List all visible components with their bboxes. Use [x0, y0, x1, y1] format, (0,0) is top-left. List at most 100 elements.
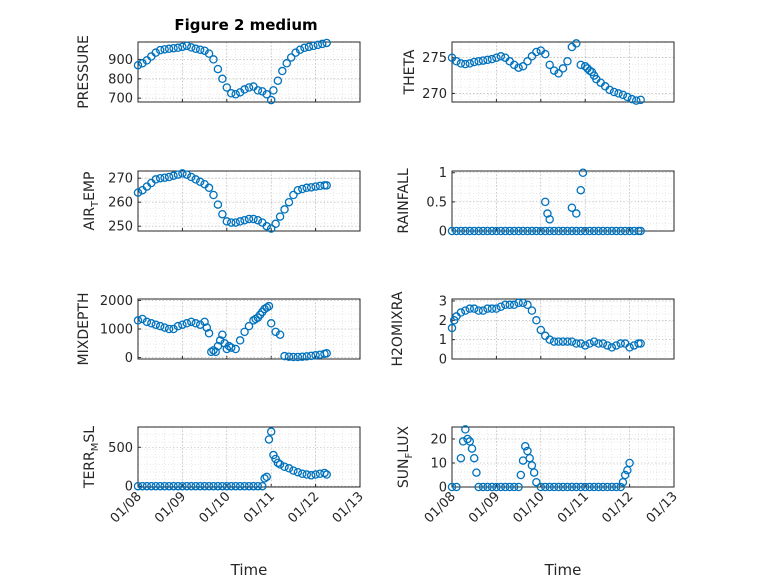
- data-point: [302, 470, 311, 479]
- data-point: [509, 300, 519, 310]
- data-point: [518, 298, 528, 308]
- y-axis-label: AIRTEMP: [82, 172, 101, 231]
- data-point: [545, 60, 554, 70]
- data-point: [155, 321, 165, 331]
- data-point: [195, 45, 205, 54]
- data-point: [249, 316, 258, 325]
- data-point: [289, 190, 298, 200]
- data-point: [572, 482, 581, 492]
- data-point: [469, 57, 479, 67]
- data-point: [567, 337, 577, 346]
- x-axis-label: Time: [544, 561, 582, 579]
- axes-frame: [451, 298, 675, 360]
- data-point: [523, 57, 532, 66]
- data-point: [447, 323, 457, 333]
- data-point: [322, 470, 331, 479]
- data-point: [306, 351, 316, 361]
- data-point: [505, 300, 514, 310]
- x-tick-label: 01/09: [466, 489, 503, 526]
- data-point: [286, 53, 296, 62]
- data-point: [295, 45, 305, 54]
- data-point: [589, 482, 599, 492]
- data-point: [545, 226, 554, 236]
- data-point: [578, 168, 588, 177]
- axes-frame: [137, 298, 361, 360]
- data-point: [133, 60, 143, 70]
- data-point: [231, 90, 240, 99]
- data-point: [249, 214, 258, 224]
- data-point: [567, 203, 577, 212]
- data-point: [280, 462, 289, 471]
- data-point: [527, 52, 537, 61]
- data-point: [275, 212, 285, 221]
- data-point: [211, 347, 220, 357]
- data-point: [625, 343, 634, 352]
- data-point: [204, 49, 214, 58]
- data-point: [576, 482, 586, 492]
- data-point: [492, 226, 501, 236]
- y-tick-label: 275: [422, 51, 447, 66]
- data-point: [226, 343, 236, 352]
- data-point: [322, 349, 331, 358]
- data-point: [452, 226, 461, 236]
- data-point: [580, 62, 590, 71]
- data-point: [244, 83, 254, 92]
- y-tick-label: 0: [125, 351, 133, 366]
- data-point: [195, 177, 205, 187]
- data-point: [616, 226, 625, 236]
- data-point: [191, 319, 200, 328]
- data-point: [209, 481, 218, 491]
- data-point: [226, 89, 236, 98]
- data-point: [518, 226, 528, 236]
- data-point: [231, 481, 240, 491]
- data-point: [492, 482, 501, 492]
- data-point: [187, 317, 196, 327]
- data-point: [173, 170, 183, 179]
- data-point: [461, 306, 470, 315]
- y-tick-label: 1: [439, 333, 447, 348]
- data-point: [289, 352, 298, 362]
- data-point: [576, 339, 586, 348]
- y-tick-label: 3: [439, 294, 447, 309]
- x-tick-label: 01/13: [644, 489, 681, 526]
- data-point: [191, 481, 200, 491]
- data-point: [456, 453, 466, 463]
- data-point: [204, 183, 214, 193]
- data-point: [213, 64, 223, 74]
- data-point: [266, 95, 276, 105]
- data-point: [202, 323, 212, 332]
- data-point: [536, 325, 546, 335]
- data-point: [204, 329, 214, 338]
- y-tick-label: 1000: [100, 323, 133, 338]
- x-tick-label: 01/11: [555, 489, 592, 526]
- data-point: [147, 319, 156, 328]
- data-point: [514, 482, 523, 492]
- x-tick-label: 01/09: [152, 489, 189, 526]
- data-point: [554, 482, 563, 492]
- axes-frame: [137, 426, 361, 488]
- data-point: [452, 482, 461, 492]
- data-point: [273, 76, 283, 85]
- data-point: [509, 60, 519, 70]
- data-point: [501, 300, 510, 310]
- data-point: [240, 215, 249, 225]
- y-axis-label: PRESSURE: [76, 35, 92, 109]
- data-point: [549, 66, 559, 75]
- data-point: [598, 339, 608, 348]
- data-point: [487, 304, 497, 313]
- data-point: [213, 481, 223, 491]
- data-point: [598, 226, 608, 236]
- data-point: [463, 434, 472, 444]
- data-point: [235, 217, 245, 226]
- data-point: [322, 181, 331, 190]
- subplot-air-temp: 250 260 270 AIRTEMP: [82, 169, 361, 235]
- data-point: [244, 321, 254, 331]
- data-point: [302, 352, 311, 361]
- y-tick-label: 20: [430, 433, 447, 448]
- data-point: [598, 482, 608, 492]
- data-point: [138, 314, 147, 324]
- data-point: [240, 327, 249, 337]
- subplot-mixdepth: 0 1000 2000 MIXDEPTH: [76, 293, 361, 366]
- x-tick-label: 01/11: [241, 489, 278, 526]
- data-point: [594, 482, 603, 492]
